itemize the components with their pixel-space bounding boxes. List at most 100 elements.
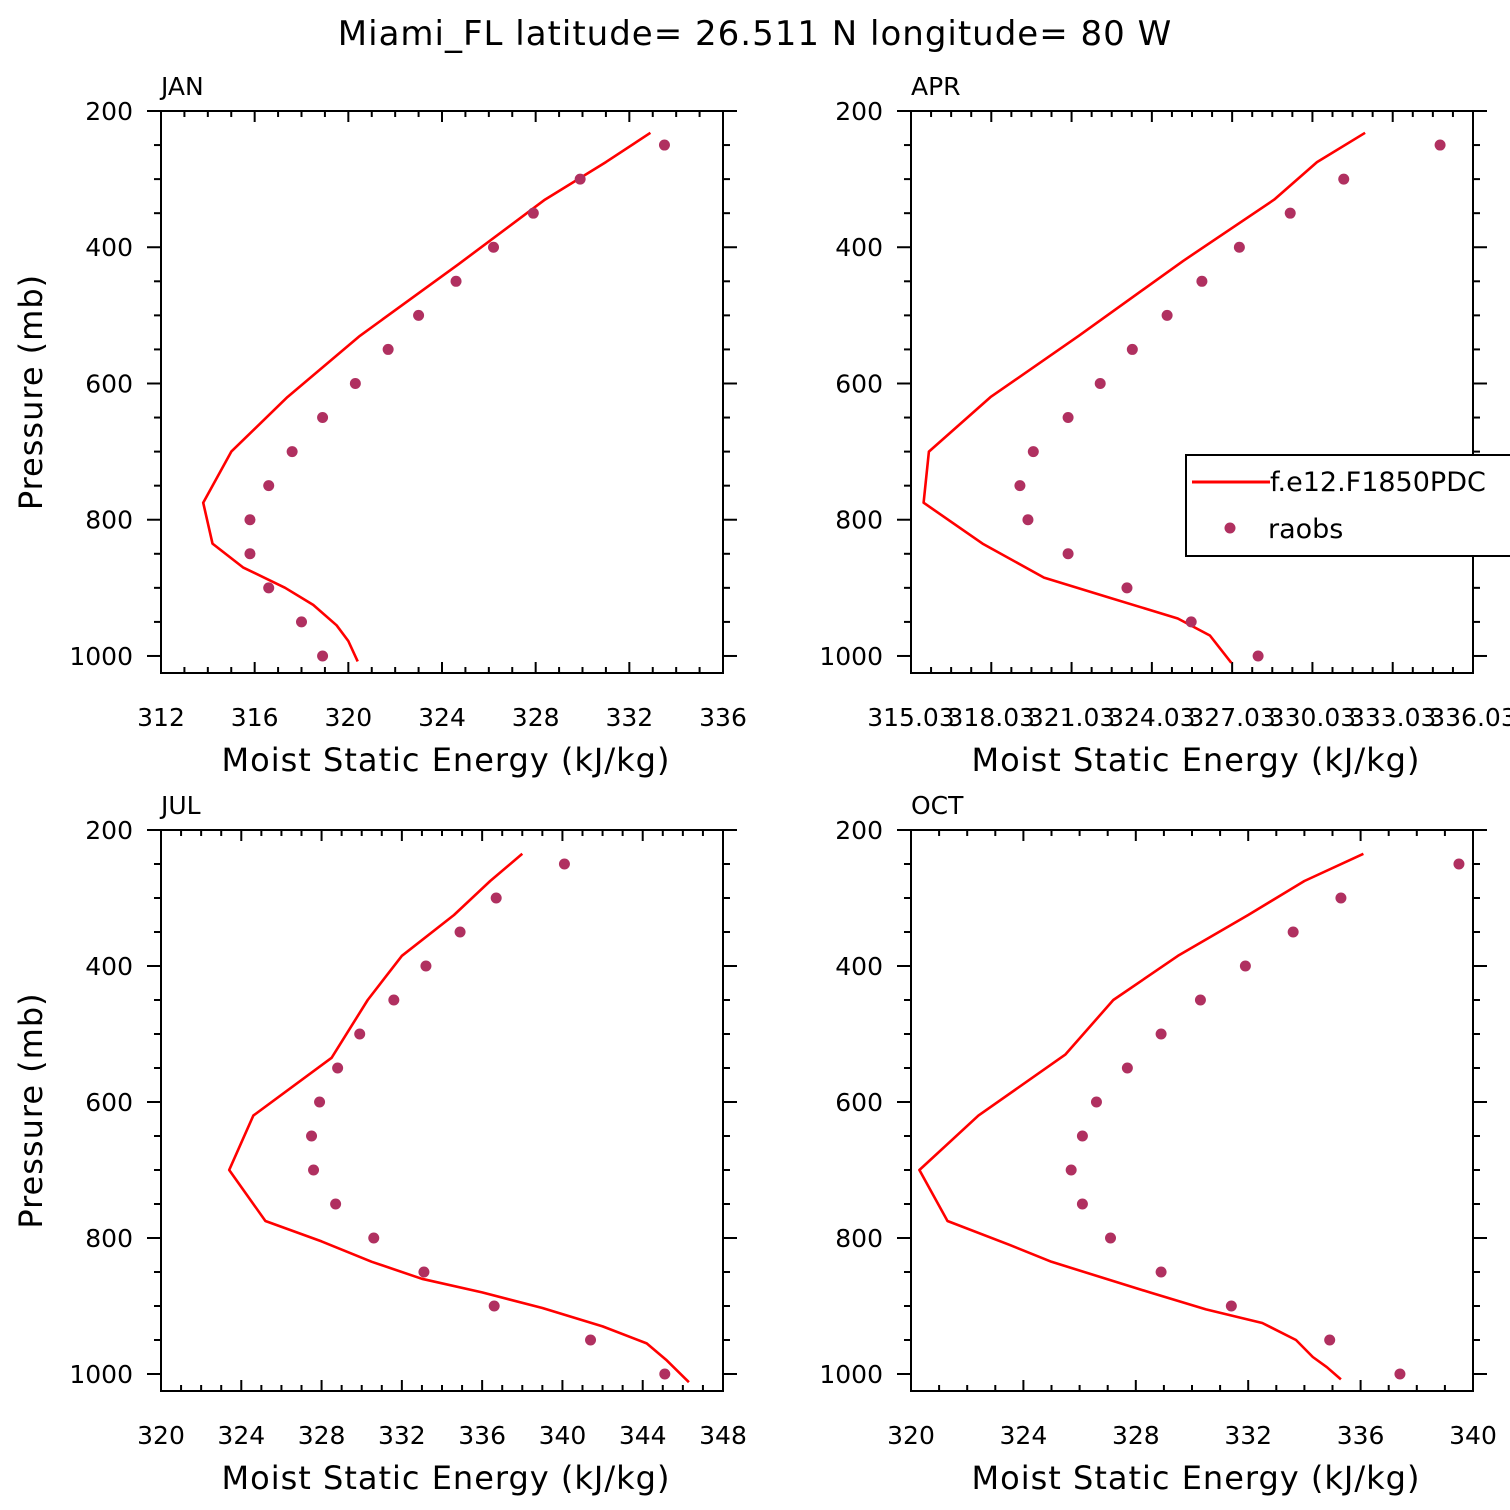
plot-frame xyxy=(160,110,724,674)
raobs-point xyxy=(1076,1130,1088,1142)
raobs-point xyxy=(1094,377,1106,389)
raobs-point xyxy=(659,1368,671,1380)
raobs-point xyxy=(296,616,307,628)
panel-jul: 320 324 328 332 336 340 344 348 200 400 600 800 1000… xyxy=(12,791,747,1497)
panel-apr: 315.03318.03321.03324.03327.03330.03333.… xyxy=(819,72,1510,779)
x-tick-label: 332 xyxy=(1224,1421,1272,1450)
legend-box xyxy=(1185,454,1510,557)
raobs-point xyxy=(1194,994,1206,1006)
raobs-point xyxy=(1022,514,1034,526)
x-tick-label: 320 xyxy=(887,1421,935,1450)
legend: f.e12.F1850PDC raobs xyxy=(1185,454,1510,557)
raobs-point xyxy=(1239,960,1251,972)
raobs-point xyxy=(1155,1028,1167,1040)
x-axis-label: Moist Static Energy (kJ/kg) xyxy=(222,741,671,779)
raobs-point xyxy=(1185,616,1197,628)
x-tick-label: 333.03 xyxy=(1349,703,1436,732)
raobs-point xyxy=(1335,892,1347,904)
raobs-point xyxy=(330,1198,342,1210)
raobs-point xyxy=(317,412,329,424)
raobs-point xyxy=(1453,858,1465,870)
x-tick-label: 336.03 xyxy=(1429,703,1510,732)
x-tick-label: 320 xyxy=(137,1421,185,1450)
raobs-point xyxy=(418,1266,430,1278)
panel-data xyxy=(922,131,1446,664)
y-tick-label: 600 xyxy=(835,1088,883,1117)
raobs-point xyxy=(1284,207,1296,219)
x-tick-label: 320 xyxy=(324,703,372,732)
figure-title: Miami_FL latitude= 26.511 N longitude= 8… xyxy=(338,14,1172,54)
x-tick-label: 332 xyxy=(605,703,653,732)
raobs-point xyxy=(1105,1232,1117,1244)
panel-month-label: OCT xyxy=(911,791,964,820)
plot-frame xyxy=(910,110,1474,674)
y-tick-label: 1000 xyxy=(819,1360,883,1389)
raobs-point xyxy=(1014,480,1026,492)
model-line xyxy=(201,131,652,662)
y-tick-label: 400 xyxy=(85,233,133,262)
x-tick-label: 336 xyxy=(699,703,747,732)
x-tick-label: 324 xyxy=(418,703,466,732)
raobs-point xyxy=(1338,173,1350,185)
raobs-point xyxy=(488,1300,500,1312)
raobs-point xyxy=(454,926,466,938)
raobs-point xyxy=(1252,650,1264,662)
raobs-point xyxy=(1076,1198,1088,1210)
raobs-point xyxy=(450,275,462,287)
x-tick-label: 348 xyxy=(699,1421,747,1450)
raobs-point xyxy=(1394,1368,1406,1380)
raobs-point xyxy=(1434,139,1446,151)
raobs-point xyxy=(308,1164,320,1176)
raobs-point xyxy=(244,548,256,560)
x-tick-label: 328 xyxy=(512,703,560,732)
y-tick-label: 800 xyxy=(835,1224,883,1253)
x-tick-label: 330.03 xyxy=(1269,703,1356,732)
raobs-point xyxy=(658,139,670,151)
x-tick-label: 340 xyxy=(539,1421,587,1450)
raobs-point xyxy=(413,309,425,321)
legend-obs-marker xyxy=(1224,522,1236,534)
x-tick-label: 332 xyxy=(378,1421,426,1450)
panel-oct: 320 324 328 332 336 340 200 400 600 800 1000 OCT Moi… xyxy=(819,791,1496,1497)
raobs-point xyxy=(1027,446,1039,458)
raobs-point xyxy=(314,1096,326,1108)
raobs-point xyxy=(388,994,400,1006)
panel-month-label: APR xyxy=(911,72,961,101)
y-tick-label: 200 xyxy=(835,97,883,126)
raobs-point xyxy=(286,446,298,458)
raobs-point xyxy=(585,1334,597,1346)
y-tick-label: 400 xyxy=(835,233,883,262)
raobs-point xyxy=(1126,343,1138,355)
x-tick-label: 315.03 xyxy=(867,703,954,732)
raobs-point xyxy=(332,1062,344,1074)
raobs-point xyxy=(1065,1164,1077,1176)
raobs-point xyxy=(382,343,394,355)
raobs-point xyxy=(420,960,432,972)
x-tick-label: 327.03 xyxy=(1188,703,1275,732)
x-tick-label: 316 xyxy=(231,703,279,732)
x-tick-label: 324 xyxy=(217,1421,265,1450)
plot-frame xyxy=(160,829,724,1392)
raobs-point xyxy=(527,207,539,219)
raobs-point xyxy=(488,241,500,253)
plot-frame xyxy=(910,829,1474,1392)
y-tick-label: 800 xyxy=(85,506,133,535)
raobs-point xyxy=(1287,926,1299,938)
y-axis-label: Pressure (mb) xyxy=(12,992,50,1228)
x-axis-label: Moist Static Energy (kJ/kg) xyxy=(972,741,1421,779)
raobs-point xyxy=(1324,1334,1336,1346)
raobs-point xyxy=(368,1232,380,1244)
raobs-point xyxy=(263,480,275,492)
raobs-point xyxy=(1161,309,1173,321)
raobs-point xyxy=(244,514,256,526)
y-tick-label: 200 xyxy=(85,97,133,126)
panel-month-label: JAN xyxy=(159,72,204,101)
raobs-point xyxy=(1090,1096,1102,1108)
raobs-point xyxy=(1121,582,1133,594)
raobs-point xyxy=(490,892,502,904)
x-axis-label: Moist Static Energy (kJ/kg) xyxy=(972,1459,1421,1497)
panel-jan: 312 316 320 324 328 332 336 200 400 600 800 1000 JAN… xyxy=(12,72,747,779)
x-tick-label: 336 xyxy=(458,1421,506,1450)
x-tick-label: 328 xyxy=(1112,1421,1160,1450)
